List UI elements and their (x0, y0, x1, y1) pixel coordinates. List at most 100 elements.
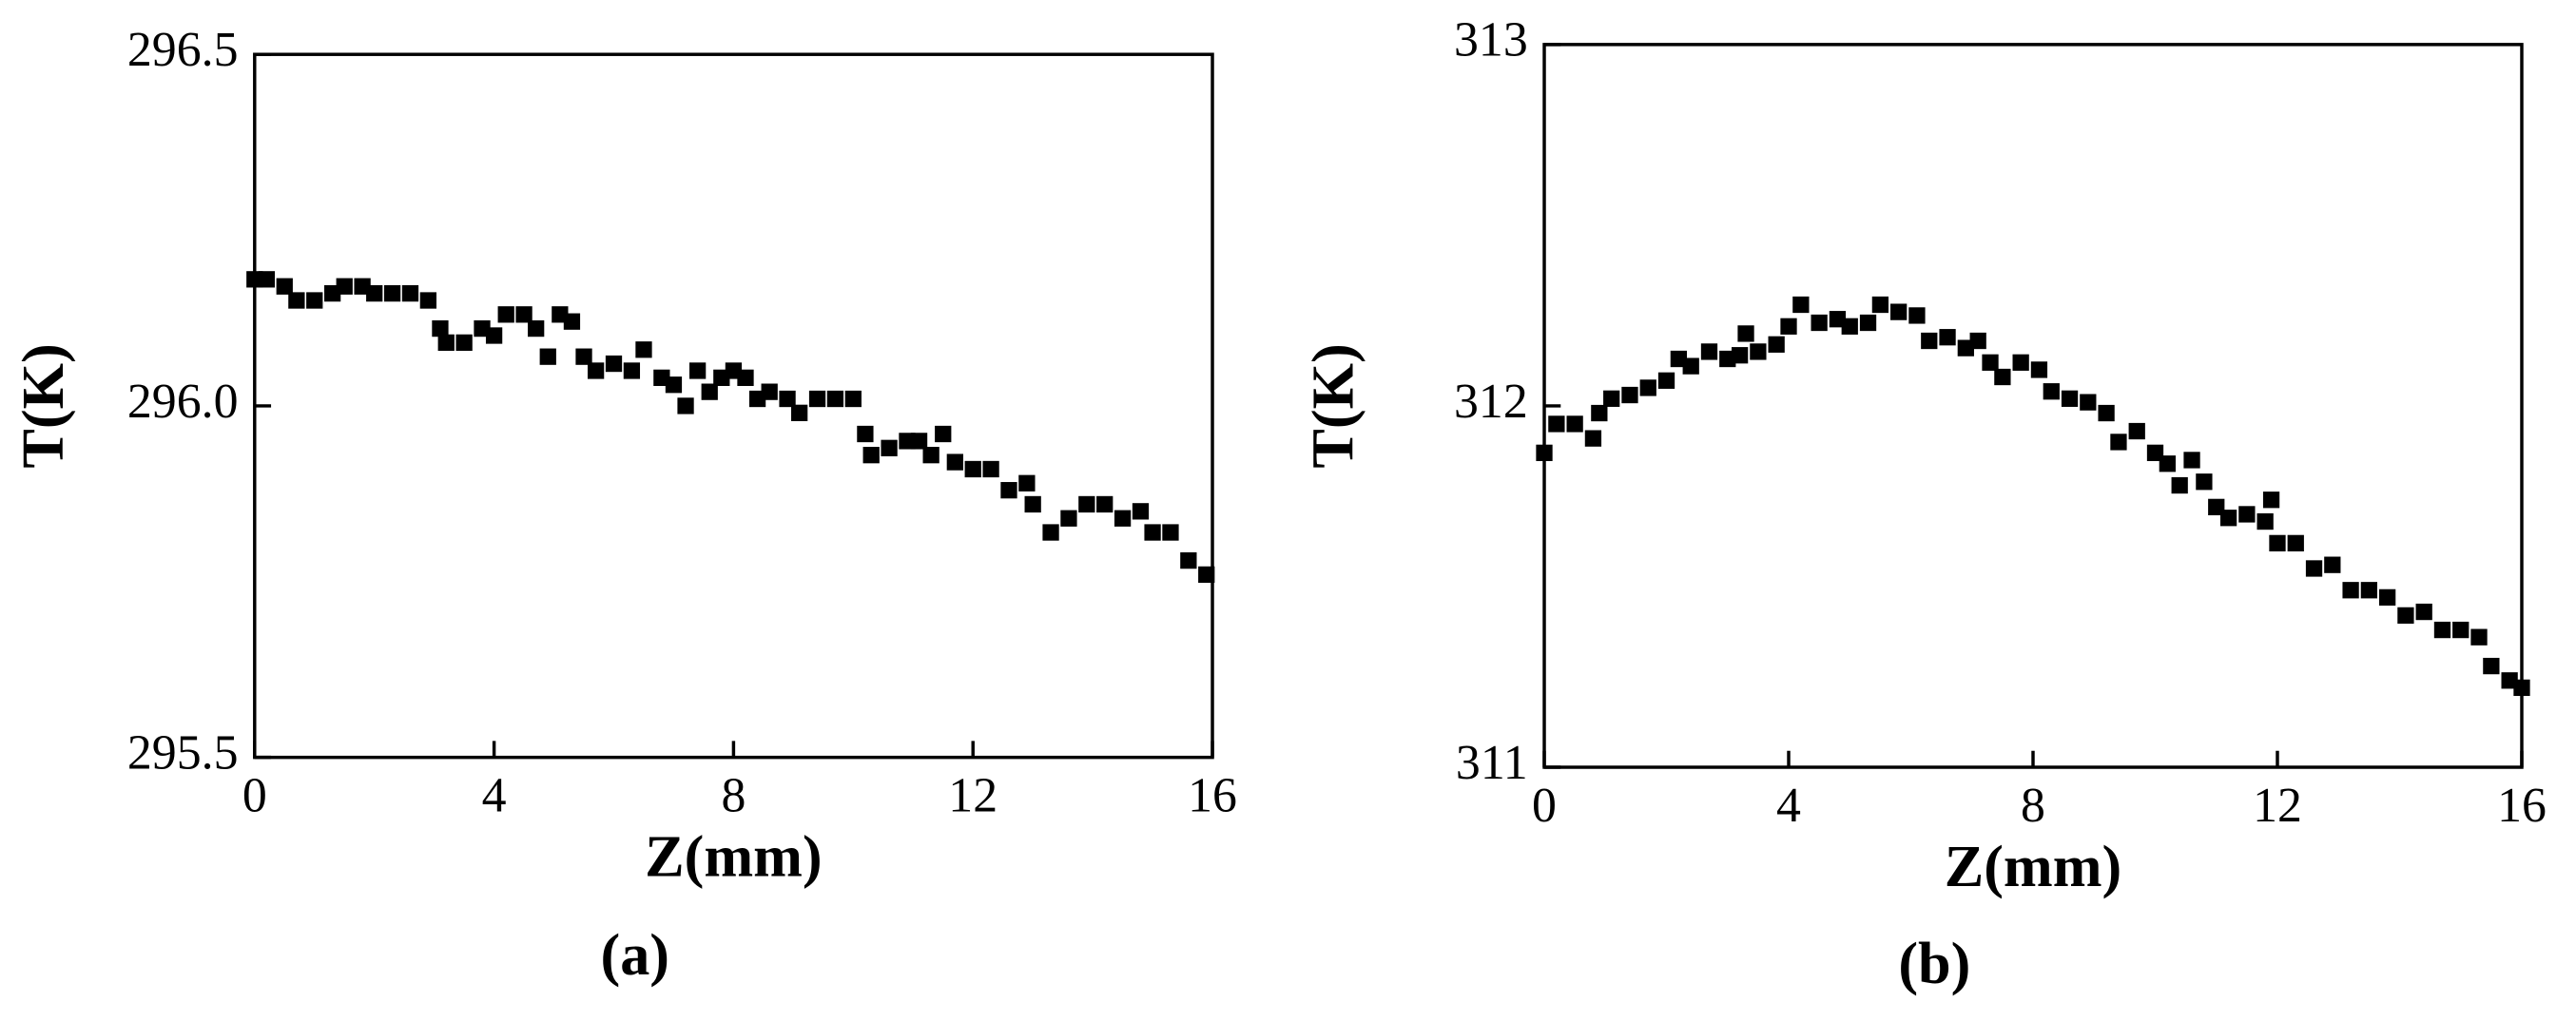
data-point (844, 390, 862, 408)
data-point (2030, 361, 2048, 378)
data-point (1180, 551, 1197, 569)
data-point (383, 284, 401, 302)
data-point (587, 362, 605, 379)
data-point (288, 292, 305, 309)
y-tick-label: 295.5 (127, 726, 239, 781)
data-point (946, 453, 963, 471)
data-point (258, 271, 276, 288)
y-axis-label: T(K) (1301, 343, 1365, 468)
x-tick-label: 16 (1188, 768, 1237, 822)
data-point (1657, 372, 1675, 389)
data-point (922, 447, 939, 464)
x-tick-label: 4 (1776, 779, 1801, 833)
data-point (401, 284, 419, 302)
data-point (2256, 512, 2274, 530)
data-point (1841, 318, 1858, 335)
data-point (701, 383, 718, 400)
data-point (563, 313, 581, 330)
data-point (1132, 503, 1150, 520)
data-point (808, 390, 826, 408)
data-point (2219, 510, 2237, 527)
data-point (2379, 588, 2396, 607)
data-point (306, 292, 323, 309)
plot-frame (1542, 43, 2524, 769)
x-tick-label: 4 (482, 768, 507, 822)
data-point (1114, 510, 1132, 527)
data-point (881, 439, 898, 456)
data-point (2043, 383, 2060, 400)
data-point (2080, 394, 2097, 411)
data-point (665, 376, 683, 394)
data-point (2415, 603, 2432, 621)
data-point (1198, 566, 1215, 584)
data-point (1859, 314, 1877, 332)
data-point (2012, 354, 2029, 371)
y-tick-label: 311 (1456, 736, 1528, 790)
data-point (2470, 628, 2488, 646)
data-point (455, 334, 473, 352)
data-point (1737, 325, 1754, 342)
data-point (497, 306, 514, 323)
data-point (1018, 474, 1036, 492)
data-point (2483, 657, 2500, 675)
data-point (826, 390, 844, 408)
data-point (761, 383, 778, 400)
x-tick-label: 0 (242, 768, 267, 822)
caption: (b) (1898, 932, 1970, 996)
data-point (485, 327, 503, 344)
data-point (677, 397, 694, 415)
data-point (2110, 434, 2127, 451)
data-point (1700, 343, 1718, 360)
data-point (1144, 524, 1161, 541)
data-point (2183, 452, 2200, 469)
data-point (2238, 506, 2256, 523)
data-point (857, 425, 874, 443)
data-point (1792, 296, 1810, 314)
data-point (1096, 495, 1114, 513)
data-point (2098, 404, 2115, 422)
data-point (437, 334, 455, 352)
x-axis-label: Z(mm) (645, 824, 823, 889)
data-point (688, 362, 707, 379)
data-point (1969, 332, 1986, 350)
data-point (2324, 556, 2341, 573)
plot-frame (253, 52, 1214, 760)
y-tick-label: 296.5 (127, 23, 239, 77)
y-tick-label: 296.0 (127, 375, 239, 429)
data-point (1890, 303, 1908, 320)
data-point (635, 341, 652, 358)
data-point (791, 404, 808, 421)
data-point (935, 425, 952, 443)
y-axis-label: T(K) (11, 343, 76, 468)
data-point (1982, 354, 1999, 371)
data-point (515, 306, 533, 323)
data-point (1591, 404, 1608, 422)
data-point (1060, 510, 1077, 527)
data-point (1731, 347, 1749, 364)
data-point (1536, 444, 1553, 461)
data-point (432, 319, 449, 337)
data-point (1921, 332, 1938, 350)
data-point (1603, 390, 1620, 407)
data-point (964, 460, 981, 478)
data-point (419, 292, 436, 309)
data-point (1162, 524, 1179, 541)
data-point (1871, 296, 1889, 314)
data-point (1682, 357, 1699, 375)
x-axis-label: Z(mm) (1945, 835, 2122, 899)
data-point (2513, 679, 2530, 697)
data-point (2061, 390, 2079, 407)
x-tick-label: 12 (2253, 779, 2302, 833)
data-point (276, 278, 293, 295)
data-point (2433, 621, 2451, 639)
data-point (2262, 492, 2280, 509)
data-point (539, 348, 556, 365)
data-point (779, 390, 796, 408)
data-point (2397, 607, 2414, 625)
data-point (1908, 307, 1926, 324)
y-tick-label: 313 (1454, 13, 1528, 67)
data-point (366, 284, 383, 302)
x-tick-label: 12 (948, 768, 997, 822)
data-point (2287, 534, 2304, 552)
data-point (2159, 455, 2176, 472)
